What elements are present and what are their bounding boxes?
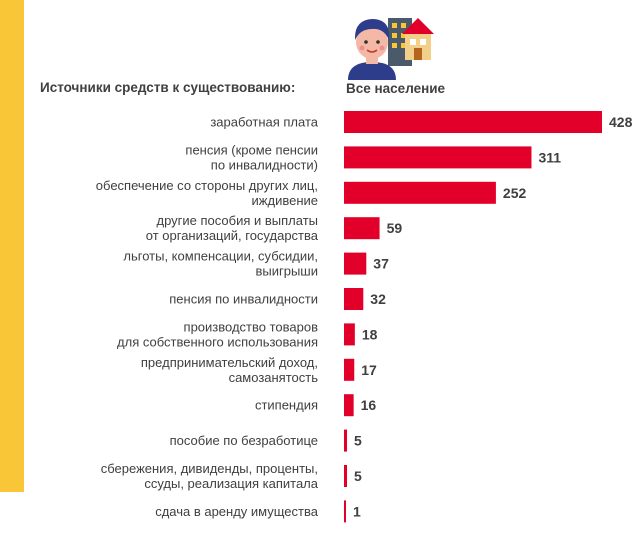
bar-3 xyxy=(344,217,380,240)
category-label-4-line-1: выигрыши xyxy=(255,264,318,279)
bar-8 xyxy=(344,394,354,417)
category-label-6-line-1: для собственного использования xyxy=(117,334,318,349)
value-label-7: 17 xyxy=(361,362,377,378)
category-axis-title: Источники средств к существованию: xyxy=(40,80,296,95)
bar-7 xyxy=(344,358,355,381)
category-label-7-line-0: предпринимательский доход, xyxy=(141,355,318,370)
value-label-3: 59 xyxy=(387,220,403,236)
value-label-4: 37 xyxy=(373,256,389,272)
value-label-0: 428 xyxy=(609,114,633,130)
value-label-1: 311 xyxy=(538,149,561,165)
category-label-3-line-1: от организаций, государства xyxy=(146,228,319,243)
category-label-0-line-0: заработная плата xyxy=(210,115,318,130)
bar-2 xyxy=(344,181,496,204)
bar-5 xyxy=(344,288,364,310)
bar-10 xyxy=(344,465,348,487)
value-label-2: 252 xyxy=(503,185,527,201)
bar-0 xyxy=(344,111,602,133)
category-label-9-line-0: пособие по безработице xyxy=(170,433,318,448)
category-label-5-line-0: пенсия по инвалидности xyxy=(169,292,318,307)
value-label-10: 5 xyxy=(354,468,362,484)
bar-4 xyxy=(344,252,367,275)
value-label-9: 5 xyxy=(354,433,362,449)
bar-6 xyxy=(344,323,355,346)
category-label-1-line-1: по инвалидности) xyxy=(211,157,318,172)
category-label-3-line-0: другие пособия и выплаты xyxy=(156,213,318,228)
bar-1 xyxy=(344,146,532,169)
category-label-8-line-0: стипендия xyxy=(255,398,318,413)
bar-11 xyxy=(344,500,346,523)
value-label-5: 32 xyxy=(370,291,386,307)
accent-stripe xyxy=(0,0,24,492)
category-label-6-line-0: производство товаров xyxy=(184,319,319,334)
category-label-10-line-0: сбережения, дивиденды, проценты, xyxy=(101,461,318,476)
series-title: Все население xyxy=(346,81,446,96)
category-label-11-line-0: сдача в аренду имущества xyxy=(155,504,319,519)
value-label-6: 18 xyxy=(362,326,378,342)
category-label-4-line-0: льготы, компенсации, субсидии, xyxy=(123,249,318,264)
category-label-2-line-1: иждивение xyxy=(252,193,318,208)
category-label-7-line-1: самозанятость xyxy=(229,370,319,385)
category-label-10-line-1: ссуды, реализация капитала xyxy=(144,476,318,491)
category-label-2-line-0: обеспечение со стороны других лиц, xyxy=(96,178,318,193)
category-label-1-line-0: пенсия (кроме пенсии xyxy=(185,142,318,157)
person-house-icon xyxy=(344,10,436,80)
value-label-8: 16 xyxy=(361,397,377,413)
bar-9 xyxy=(344,429,348,452)
value-label-11: 1 xyxy=(353,503,361,519)
